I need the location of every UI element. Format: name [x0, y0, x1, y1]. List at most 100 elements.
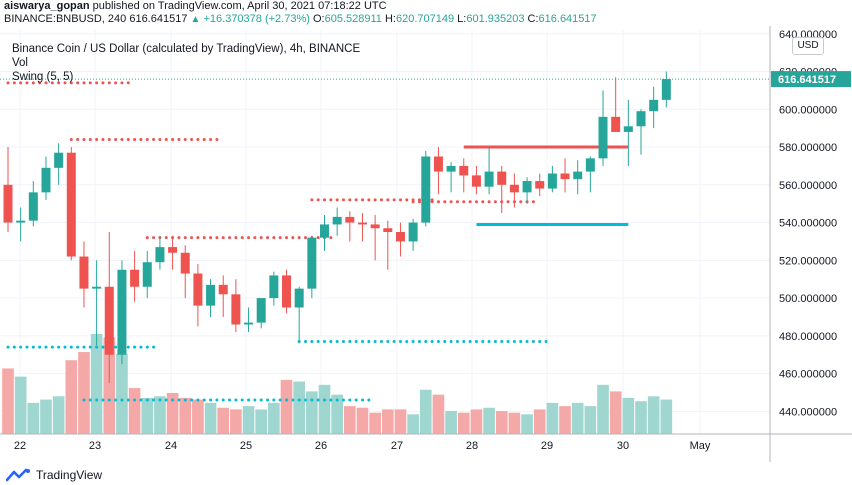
- swing-dot: [164, 398, 168, 402]
- swing-dot: [512, 339, 516, 343]
- swing-dot: [481, 339, 485, 343]
- swing-dot: [373, 339, 377, 343]
- candle-body: [231, 294, 241, 325]
- publish-info: aiswarya_gopan published on TradingView.…: [4, 0, 387, 12]
- swing-dot: [221, 236, 225, 240]
- swing-dot: [392, 198, 396, 202]
- symbol-ohlc-bar: BINANCE:BNBUSD, 240 616.641517 ▲ +16.370…: [4, 12, 597, 26]
- swing-dot: [57, 345, 61, 349]
- currency-button[interactable]: USD: [792, 37, 824, 55]
- candle: [117, 260, 127, 365]
- candle-body: [307, 237, 317, 289]
- swing-dot: [443, 200, 447, 204]
- candle: [408, 218, 418, 251]
- y-tick-label: 560.000000: [779, 180, 837, 192]
- high-label: H:: [384, 13, 396, 25]
- x-tick-label: 22: [14, 440, 26, 452]
- candle-body: [282, 275, 292, 308]
- swing-dot: [44, 81, 48, 85]
- swing-dot: [82, 345, 86, 349]
- candle-body: [459, 165, 469, 176]
- candle: [142, 250, 152, 299]
- swing-dot: [430, 200, 434, 204]
- swing-dot: [139, 137, 143, 141]
- candle-body: [79, 256, 89, 289]
- volume-bar: [533, 409, 546, 434]
- candle-body: [3, 184, 13, 223]
- y-tick-label: 520.000000: [779, 255, 837, 267]
- swing-dot: [164, 137, 168, 141]
- swing-dot: [145, 398, 149, 402]
- volume-bar: [369, 412, 381, 434]
- candle-body: [509, 184, 519, 193]
- low-value: 601.935203: [466, 13, 525, 25]
- author-name[interactable]: aiswarya_gopan: [4, 0, 90, 12]
- candle-body: [484, 171, 494, 187]
- candle-body: [155, 247, 165, 263]
- last-price-label: 616.641517: [778, 74, 836, 86]
- candle-body: [256, 298, 266, 323]
- swing-dot: [69, 345, 73, 349]
- swing-dot: [386, 339, 390, 343]
- swing-dot: [354, 198, 358, 202]
- legend-swing[interactable]: Swing (5, 5): [12, 71, 74, 83]
- swing-dot: [468, 339, 472, 343]
- swing-dot: [95, 137, 99, 141]
- swing-dot: [253, 236, 257, 240]
- swing-dot: [291, 236, 295, 240]
- swing-dot: [462, 200, 466, 204]
- volume-bar: [103, 337, 116, 434]
- candle-body: [357, 222, 367, 225]
- candle: [282, 269, 292, 314]
- volume-bar: [128, 388, 141, 434]
- swing-dot: [392, 339, 396, 343]
- swing-dot: [304, 398, 308, 402]
- swing-dot: [272, 236, 276, 240]
- swing-dot: [221, 398, 225, 402]
- candle-body: [547, 173, 557, 189]
- swing-dot: [398, 198, 402, 202]
- candle-body: [117, 269, 127, 355]
- swing-dot: [215, 398, 219, 402]
- swing-dot: [44, 345, 48, 349]
- swing-dot: [76, 137, 80, 141]
- x-tick-label: 23: [89, 440, 101, 452]
- candle-body: [218, 284, 228, 295]
- swing-dot: [152, 137, 156, 141]
- volume-bar: [559, 406, 571, 434]
- swing-dot: [215, 236, 219, 240]
- volume-bar: [306, 391, 318, 434]
- swing-dot: [449, 200, 453, 204]
- y-tick-label: 500.000000: [779, 293, 837, 305]
- candle: [649, 86, 659, 129]
- swing-dot: [171, 137, 175, 141]
- swing-dot: [209, 137, 213, 141]
- swing-dot: [50, 81, 54, 85]
- swing-dot: [240, 398, 244, 402]
- open-value: 605.528911: [324, 13, 382, 25]
- swing-dot: [82, 137, 86, 141]
- swing-dot: [19, 81, 23, 85]
- candle: [484, 147, 494, 195]
- swing-dot: [101, 398, 105, 402]
- price-change: +16.370378 (+2.73%): [203, 13, 310, 25]
- swing-dot: [278, 236, 282, 240]
- volume-bar: [27, 402, 40, 434]
- swing-dot: [114, 398, 118, 402]
- swing-dot: [379, 339, 383, 343]
- tradingview-brand[interactable]: TradingView: [6, 466, 102, 484]
- legend-volume[interactable]: Vol: [12, 57, 28, 69]
- volume-bar: [179, 397, 192, 434]
- swing-dot: [139, 398, 143, 402]
- candle-body: [611, 116, 621, 132]
- candle-body: [636, 111, 646, 127]
- volume-bar: [508, 412, 521, 434]
- legend-title: Binance Coin / US Dollar (calculated by …: [12, 43, 361, 55]
- swing-dot: [107, 137, 111, 141]
- axes: 640.000000620.000000600.000000580.000000…: [0, 26, 852, 462]
- volume-bar: [394, 409, 407, 434]
- volume-bar: [609, 391, 622, 434]
- x-tick-label: 30: [617, 440, 629, 452]
- swing-dot: [323, 339, 326, 343]
- price-chart[interactable]: 640.000000620.000000600.000000580.000000…: [0, 26, 852, 462]
